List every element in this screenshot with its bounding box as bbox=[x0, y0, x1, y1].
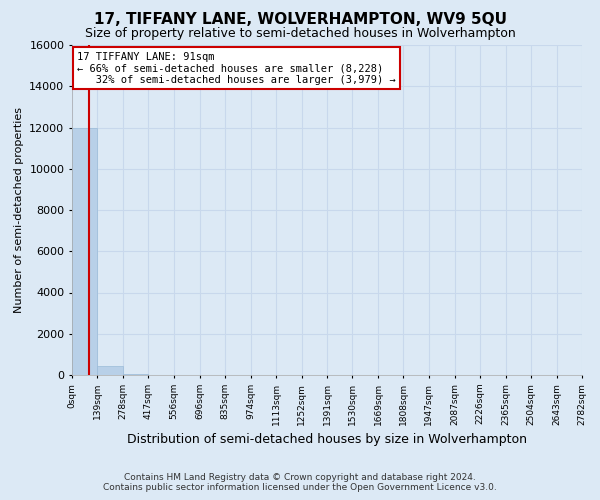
Text: Contains HM Land Registry data © Crown copyright and database right 2024.
Contai: Contains HM Land Registry data © Crown c… bbox=[103, 473, 497, 492]
X-axis label: Distribution of semi-detached houses by size in Wolverhampton: Distribution of semi-detached houses by … bbox=[127, 433, 527, 446]
Bar bbox=[72, 128, 97, 375]
Bar bbox=[123, 374, 148, 375]
Bar bbox=[97, 366, 123, 375]
Text: 17 TIFFANY LANE: 91sqm
← 66% of semi-detached houses are smaller (8,228)
   32% : 17 TIFFANY LANE: 91sqm ← 66% of semi-det… bbox=[77, 52, 396, 85]
Y-axis label: Number of semi-detached properties: Number of semi-detached properties bbox=[14, 107, 23, 313]
Text: 17, TIFFANY LANE, WOLVERHAMPTON, WV9 5QU: 17, TIFFANY LANE, WOLVERHAMPTON, WV9 5QU bbox=[94, 12, 506, 28]
Text: Size of property relative to semi-detached houses in Wolverhampton: Size of property relative to semi-detach… bbox=[85, 28, 515, 40]
